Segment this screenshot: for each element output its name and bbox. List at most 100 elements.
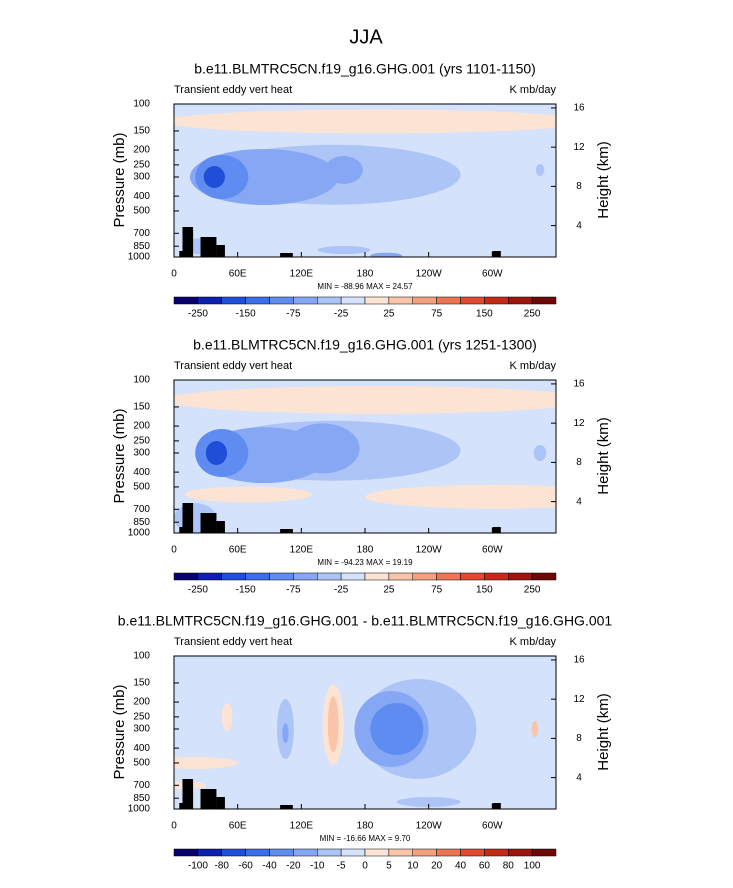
y-tick-label: 1000 [128,252,151,263]
contour-region [370,252,403,257]
colorbar-label: -20 [286,861,301,872]
x-tick-label: 120E [290,269,314,280]
colorbar-box [245,572,270,581]
x-tick-label: 0 [171,269,177,280]
colorbar-label: -75 [286,309,301,320]
y-tick-label: 150 [133,126,150,137]
colorbar-box [245,296,270,305]
y-tick-label: 100 [133,99,150,110]
right-label: K mb/day [510,636,557,648]
topography [216,245,225,257]
y-tick-label: 850 [133,793,150,804]
colorbar-label: -150 [236,585,256,596]
y-axis-label: Pressure (mb) [111,132,128,227]
colorbar-label: 0 [362,861,368,872]
y-tick-label: 300 [133,172,150,183]
colorbar-label: 150 [476,309,493,320]
contour-region [174,385,556,414]
colorbar-box [531,296,557,305]
contour-region [396,796,461,807]
y-axis-label: Pressure (mb) [111,408,128,503]
y-tick-label: 100 [133,375,150,386]
panel-title: b.e11.BLMTRC5CN.f19_g16.GHG.001 (yrs 125… [193,337,537,353]
colorbar-box [245,848,270,857]
y2-axis-label: Height (km) [595,693,612,771]
topography [492,803,501,809]
contour-region [203,165,225,188]
colorbar-label: 25 [383,585,395,596]
colorbar-box [221,572,246,581]
colorbar-label: 60 [479,861,491,872]
min-max-label: MIN = -94.23 MAX = 19.19 [317,558,413,567]
left-label: Transient eddy vert heat [174,636,292,648]
colorbar-label: -100 [188,861,208,872]
colorbar-box [197,848,222,857]
panel-title: b.e11.BLMTRC5CN.f19_g16.GHG.001 (yrs 110… [194,61,536,77]
topography [182,779,194,809]
contour-region [370,702,424,755]
colorbar-box [340,848,366,857]
colorbar-box [484,296,509,305]
topography [216,797,225,809]
y-tick-label: 300 [133,724,150,735]
contour-region [221,702,233,731]
colorbar-box [317,572,342,581]
y2-tick-label: 12 [573,142,585,153]
y-tick-label: 850 [133,241,150,252]
contour-region [317,245,371,254]
x-tick-label: 120W [416,821,443,832]
y-tick-label: 400 [133,743,150,754]
colorbar-box [293,848,318,857]
x-tick-label: 180 [357,545,374,556]
min-max-label: MIN = -16.66 MAX = 9.70 [320,834,411,843]
panel-title: b.e11.BLMTRC5CN.f19_g16.GHG.001 - b.e11.… [118,613,613,629]
contour-region [648,188,686,248]
contour-field [174,104,686,257]
colorbar-box [340,296,366,305]
y2-tick-label: 4 [576,220,582,231]
colorbar-label: -250 [188,585,208,596]
contour-region [535,163,545,176]
y-tick-label: 500 [133,758,150,769]
colorbar-box [269,848,294,857]
topography [280,253,293,257]
colorbar-box [364,848,390,857]
figure-title: JJA [349,26,383,48]
y-tick-label: 500 [133,206,150,217]
colorbar-box [412,296,437,305]
colorbar-box [460,848,485,857]
topography [200,513,217,533]
colorbar-box [388,848,413,857]
colorbar-label: 10 [407,861,419,872]
x-tick-label: 60E [229,269,247,280]
colorbar-box [293,572,318,581]
x-tick-label: 180 [357,269,374,280]
x-tick-label: 60E [229,545,247,556]
y-tick-label: 300 [133,448,150,459]
colorbar-label: -150 [236,309,256,320]
topography [280,529,293,533]
colorbar-box [364,572,390,581]
colorbar-label: 25 [383,309,395,320]
min-max-label: MIN = -88.96 MAX = 24.57 [317,282,413,291]
y2-tick-label: 12 [573,694,585,705]
contour-field [174,656,556,809]
y-tick-label: 250 [133,160,150,171]
y-axis-label: Pressure (mb) [111,684,128,779]
contour-region [531,720,538,737]
colorbar-box [412,848,437,857]
colorbar-label: 250 [524,585,541,596]
colorbar-box [460,572,485,581]
colorbar-box [221,848,246,857]
x-tick-label: 120E [290,545,314,556]
colorbar-box [221,296,246,305]
y-tick-label: 400 [133,467,150,478]
colorbar-box [484,572,509,581]
y2-axis-label: Height (km) [595,417,612,495]
topography [179,527,183,533]
colorbar-box [436,848,461,857]
y2-tick-label: 12 [573,418,585,429]
contour-field [174,380,556,533]
x-tick-label: 60E [229,821,247,832]
